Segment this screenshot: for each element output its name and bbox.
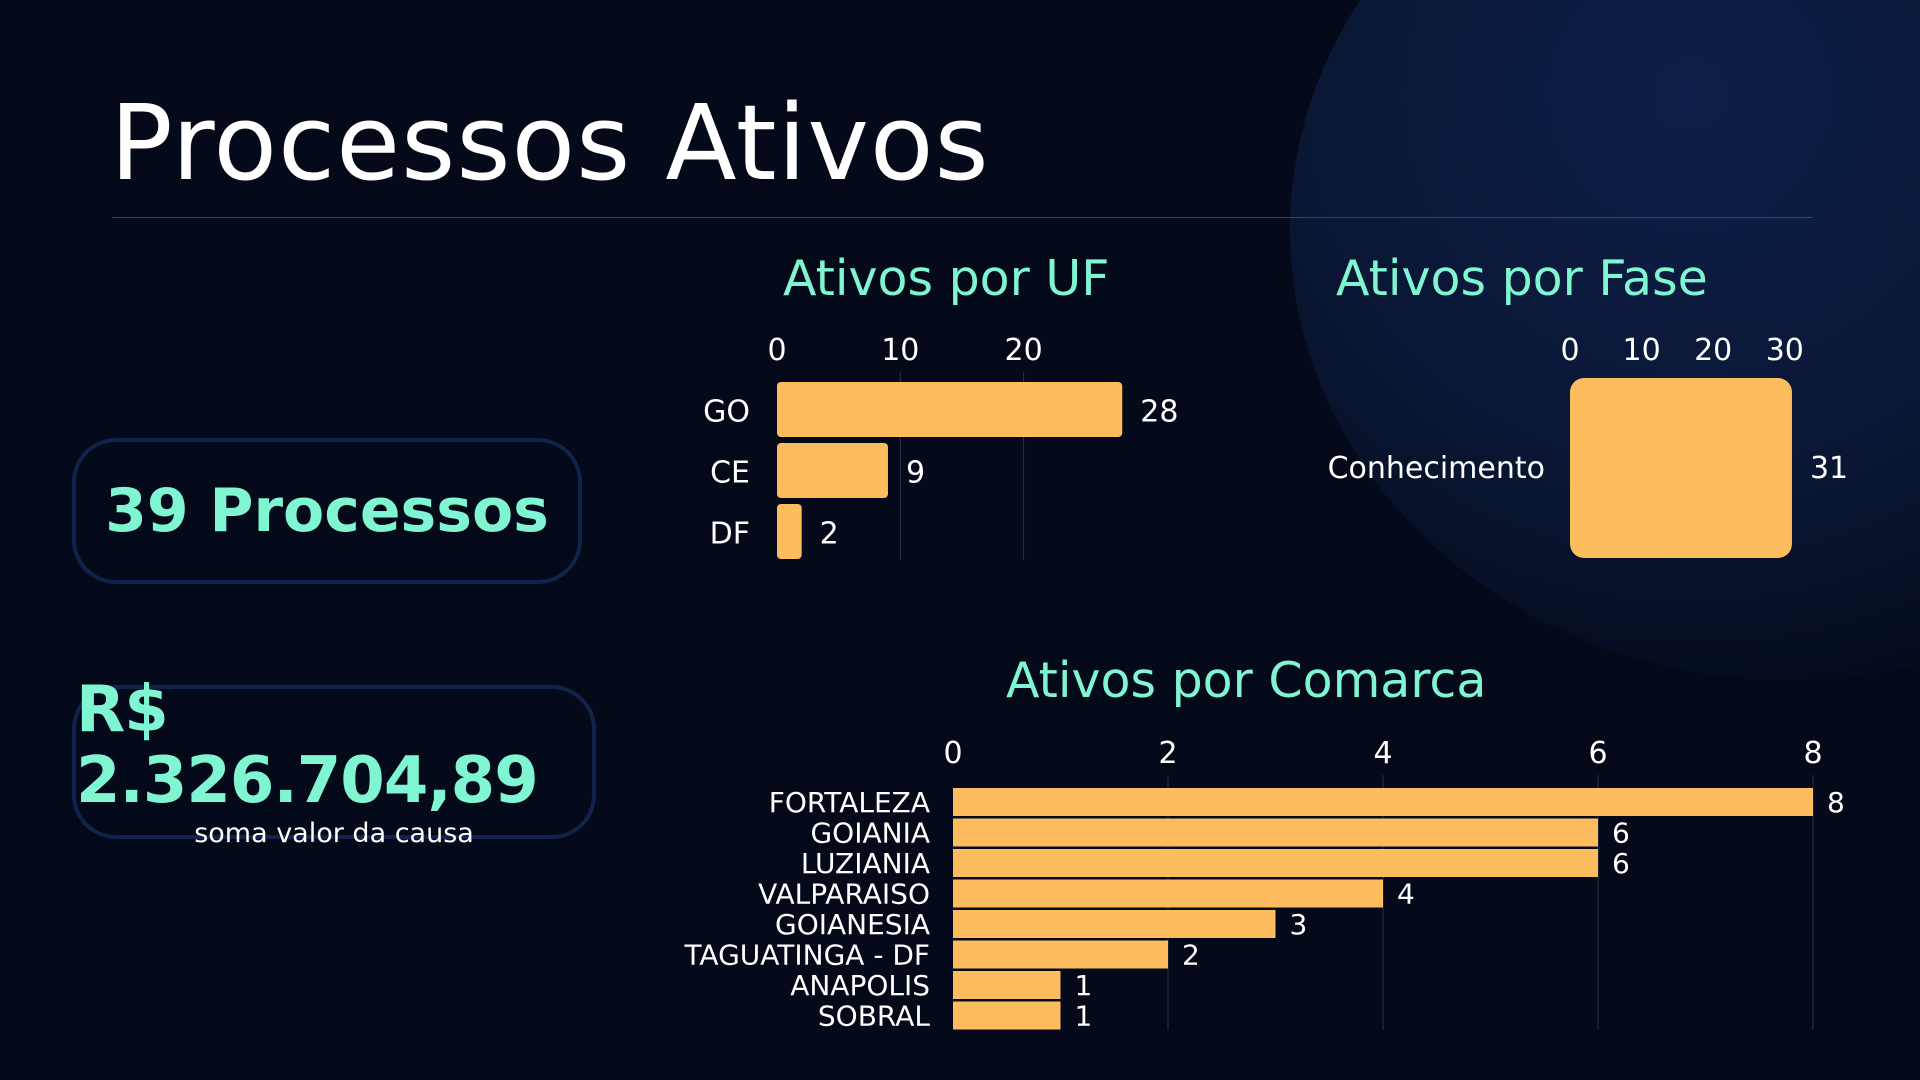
category-label-comarca-2: LUZIANIA — [801, 847, 930, 880]
kpi-card-process-count: 39 Processos — [72, 438, 582, 584]
x-tick-label-comarca-0: 0 — [943, 736, 962, 771]
x-tick-label-comarca-4: 4 — [1373, 736, 1392, 771]
data-label-comarca-3: 4 — [1397, 878, 1415, 911]
x-tick-label-comarca-8: 8 — [1803, 736, 1822, 771]
category-label-uf-0: GO — [703, 395, 750, 430]
category-label-comarca-0: FORTALEZA — [769, 786, 930, 819]
category-label-fase-0: Conhecimento — [1328, 451, 1545, 486]
bar-comarca-7 — [953, 1001, 1061, 1030]
data-label-comarca-6: 1 — [1075, 969, 1093, 1002]
x-tick-label-fase-0: 0 — [1560, 333, 1579, 368]
bar-comarca-1 — [953, 818, 1598, 847]
x-tick-label-comarca-2: 2 — [1158, 736, 1177, 771]
kpi-total-value: R$ 2.326.704,89 — [76, 673, 539, 818]
category-label-comarca-5: TAGUATINGA - DF — [684, 939, 931, 972]
data-label-comarca-4: 3 — [1290, 908, 1308, 941]
x-tick-label-fase-10: 10 — [1623, 333, 1661, 368]
bar-fase-0 — [1570, 378, 1792, 558]
data-label-uf-1: 9 — [906, 456, 925, 491]
category-label-comarca-4: GOIANESIA — [775, 908, 930, 941]
data-label-uf-2: 2 — [820, 517, 839, 552]
bar-uf-2 — [777, 504, 802, 559]
bar-comarca-6 — [953, 971, 1061, 999]
kpi-process-count: 39 Processos — [105, 476, 549, 546]
category-label-uf-1: CE — [710, 456, 750, 491]
data-label-uf-0: 28 — [1140, 395, 1178, 430]
x-tick-label-comarca-6: 6 — [1588, 736, 1607, 771]
bar-comarca-5 — [953, 940, 1168, 969]
data-label-comarca-5: 2 — [1182, 939, 1200, 972]
chart-title-comarca: Ativos por Comarca — [1006, 652, 1487, 709]
category-label-comarca-7: SOBRAL — [818, 1000, 930, 1033]
bar-comarca-2 — [953, 849, 1598, 877]
chart-title-uf: Ativos por UF — [783, 250, 1110, 307]
data-label-comarca-0: 8 — [1827, 786, 1845, 819]
x-tick-label-uf-0: 0 — [767, 333, 786, 368]
x-tick-label-fase-30: 30 — [1766, 333, 1804, 368]
x-tick-label-uf-20: 20 — [1005, 333, 1043, 368]
x-tick-label-uf-10: 10 — [881, 333, 919, 368]
x-tick-label-fase-20: 20 — [1694, 333, 1732, 368]
data-label-comarca-7: 1 — [1075, 1000, 1093, 1033]
kpi-card-total-value: R$ 2.326.704,89 soma valor da causa — [72, 675, 596, 849]
bar-comarca-3 — [953, 879, 1383, 908]
data-label-fase-0: 31 — [1810, 451, 1848, 486]
data-label-comarca-2: 6 — [1612, 847, 1630, 880]
chart-title-fase: Ativos por Fase — [1336, 250, 1708, 307]
kpi-total-value-caption: soma valor da causa — [194, 817, 474, 849]
category-label-comarca-6: ANAPOLIS — [790, 969, 930, 1002]
bar-uf-0 — [777, 382, 1123, 437]
bar-uf-1 — [777, 443, 888, 498]
category-label-uf-2: DF — [710, 517, 750, 552]
category-label-comarca-3: VALPARAISO — [758, 878, 930, 911]
data-label-comarca-1: 6 — [1612, 817, 1630, 850]
bar-comarca-0 — [953, 788, 1813, 816]
bar-comarca-4 — [953, 910, 1276, 938]
title-divider — [112, 217, 1812, 218]
page-title: Processos Ativos — [110, 82, 990, 204]
category-label-comarca-1: GOIANIA — [810, 817, 930, 850]
